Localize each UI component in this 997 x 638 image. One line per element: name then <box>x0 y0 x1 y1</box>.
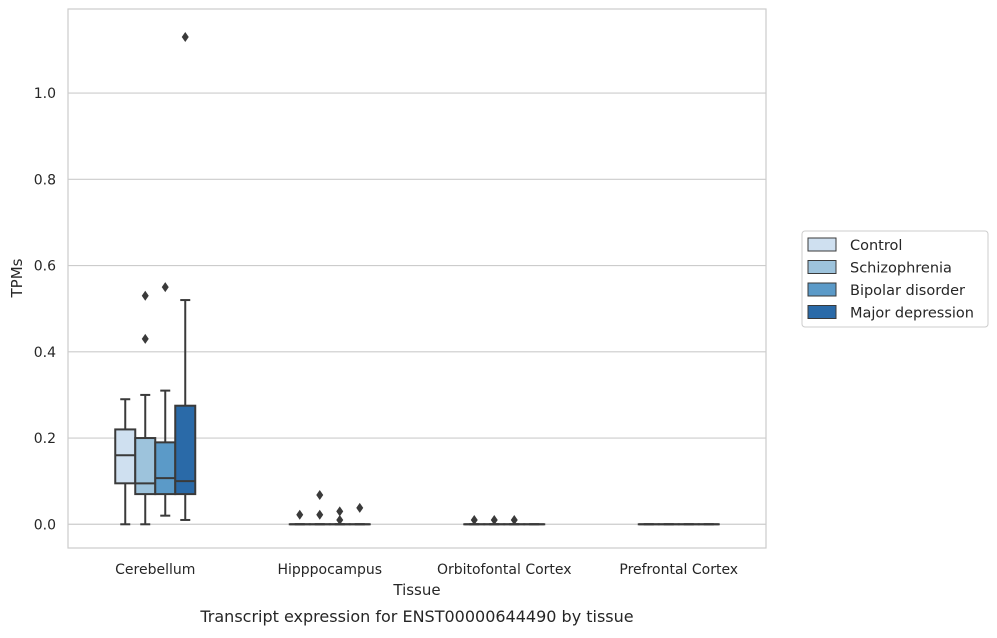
box-plot-marks <box>115 32 719 525</box>
box-schizophrenia <box>135 291 155 525</box>
outlier-point <box>142 334 149 344</box>
legend: Control Schizophrenia Bipolar disorder Majo… <box>802 231 988 327</box>
y-tick-label: 1.0 <box>34 86 56 102</box>
y-tick-label: 0.8 <box>34 172 56 188</box>
outlier-point <box>336 506 343 516</box>
box-schizophrenia <box>484 515 504 525</box>
legend-label: Bipolar disorder <box>850 283 965 299</box>
legend-swatch <box>808 306 836 319</box>
outlier-point <box>182 32 189 42</box>
outlier-point <box>356 503 363 513</box>
outlier-point <box>162 282 169 292</box>
box-body <box>115 429 135 483</box>
x-tick-label: Prefrontal Cortex <box>619 562 738 578</box>
outlier-point <box>142 291 149 301</box>
box-control <box>115 399 135 524</box>
box-body <box>135 438 155 494</box>
y-tick-label: 0.2 <box>34 431 56 447</box>
legend-label: Schizophrenia <box>850 261 952 277</box>
box-control <box>464 515 484 525</box>
legend-swatch <box>808 261 836 274</box>
box-schizophrenia <box>310 490 330 524</box>
box-major-depression <box>175 32 195 520</box>
y-axis-label: TPMs <box>8 258 26 298</box>
x-axis-label: Tissue <box>392 581 440 599</box>
box-bipolar-disorder <box>504 515 524 525</box>
x-tick-label: Cerebellum <box>115 562 195 578</box>
box-major-depression <box>350 503 370 524</box>
outlier-point <box>316 510 323 520</box>
box-body <box>155 442 175 494</box>
box-control <box>290 510 310 524</box>
y-tick-label: 0.4 <box>34 345 56 361</box>
legend-swatch <box>808 238 836 251</box>
box-bipolar-disorder <box>155 282 175 516</box>
y-tick-label: 0.6 <box>34 259 56 275</box>
outlier-point <box>316 490 323 500</box>
chart-caption: Transcript expression for ENST0000064449… <box>199 607 633 626</box>
legend-label: Control <box>850 238 902 254</box>
outlier-point <box>296 510 303 520</box>
y-axis-ticks: 0.0 0.2 0.4 0.6 0.8 1.0 <box>34 86 56 533</box>
y-tick-label: 0.0 <box>34 517 56 533</box>
legend-swatch <box>808 283 836 296</box>
box-bipolar-disorder <box>330 506 350 525</box>
x-tick-label: Orbitofontal Cortex <box>437 562 572 578</box>
x-axis-ticks: Cerebellum Hipppocampus Orbitofontal Corte… <box>115 562 738 578</box>
x-tick-label: Hipppocampus <box>277 562 382 578</box>
legend-label: Major depression <box>850 306 974 322</box>
